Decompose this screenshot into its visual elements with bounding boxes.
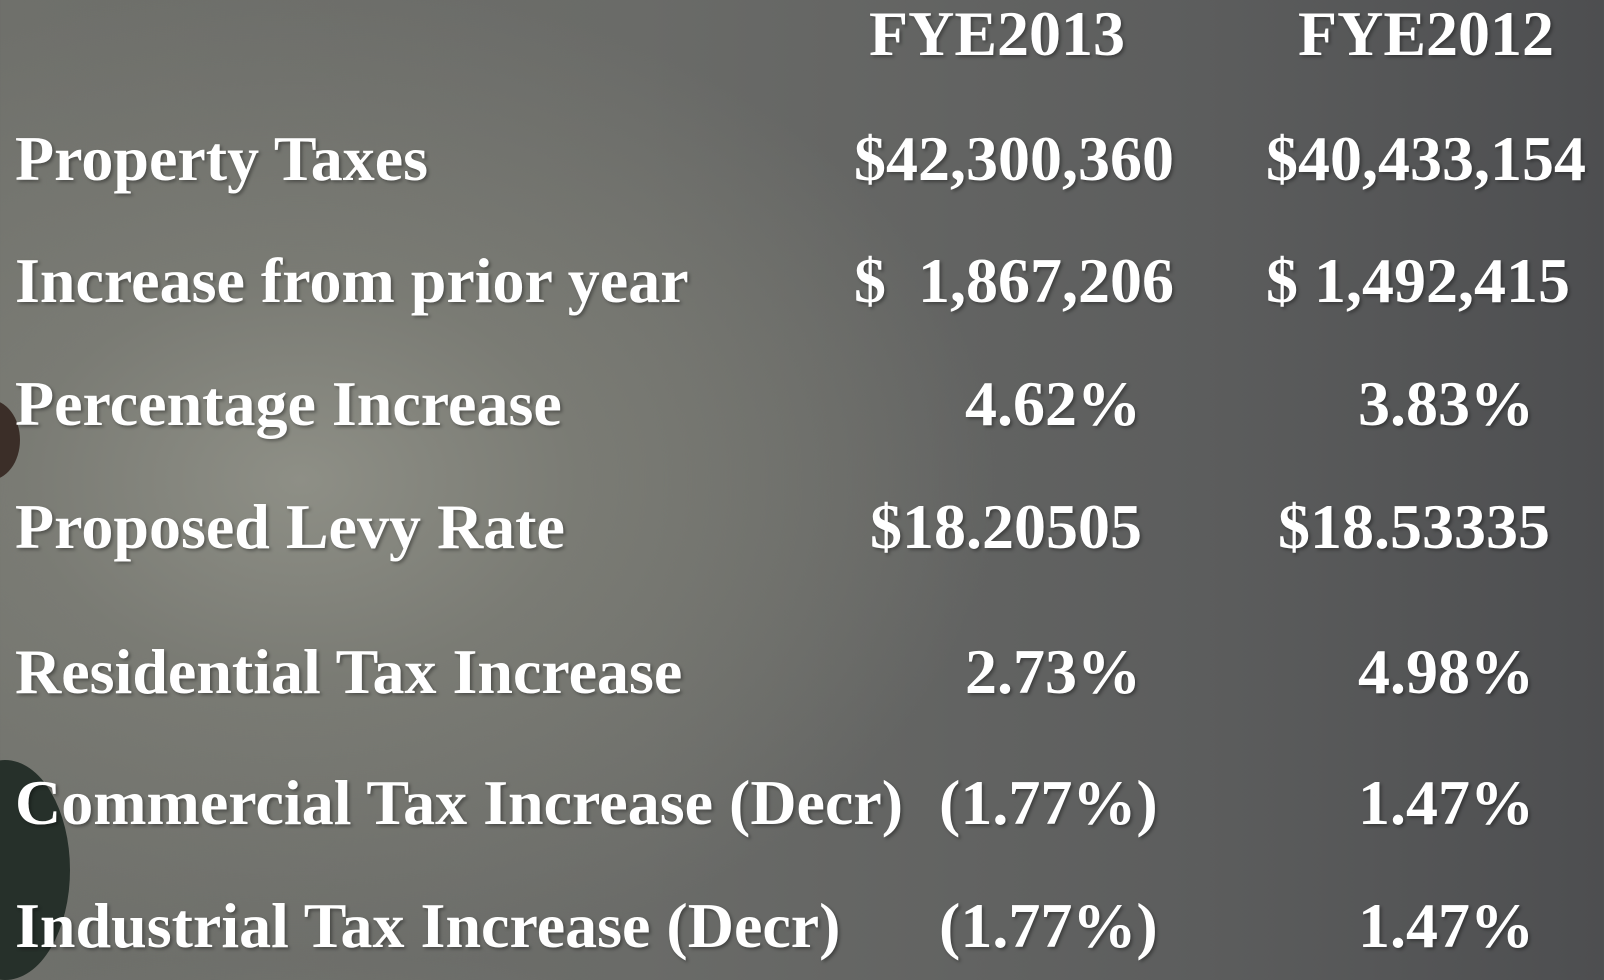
- cell-value: $18.20505: [870, 495, 1142, 559]
- row-label: Increase from prior year: [15, 249, 689, 313]
- cell-value: $40,433,154: [1266, 127, 1586, 191]
- slide: FYE2013 FYE2012 Property Taxes $42,300,360 $…: [0, 0, 1604, 958]
- row-label: Proposed Levy Rate: [15, 495, 565, 559]
- cell-value: (1.77%): [939, 771, 1158, 835]
- cell-value: $42,300,360: [854, 127, 1174, 191]
- row-label: Residential Tax Increase: [15, 640, 682, 704]
- row-label: Percentage Increase: [15, 372, 562, 436]
- row-label: Property Taxes: [15, 127, 428, 191]
- cell-value: $ 1,492,415: [1266, 249, 1570, 313]
- cell-value: 4.62%: [965, 372, 1141, 436]
- cell-value: 4.98%: [1358, 640, 1534, 704]
- column-header: FYE2012: [1298, 2, 1554, 66]
- cell-value: 1.47%: [1358, 771, 1534, 835]
- row-label: Industrial Tax Increase (Decr): [15, 894, 840, 958]
- cell-value: 3.83%: [1358, 372, 1534, 436]
- cell-value: (1.77%): [939, 894, 1158, 958]
- cell-value: 2.73%: [965, 640, 1141, 704]
- row-label: Commercial Tax Increase (Decr): [15, 771, 903, 835]
- cell-value: 1.47%: [1358, 894, 1534, 958]
- cell-value: $ 1,867,206: [854, 249, 1174, 313]
- cell-value: $18.53335: [1278, 495, 1550, 559]
- column-header: FYE2013: [869, 2, 1125, 66]
